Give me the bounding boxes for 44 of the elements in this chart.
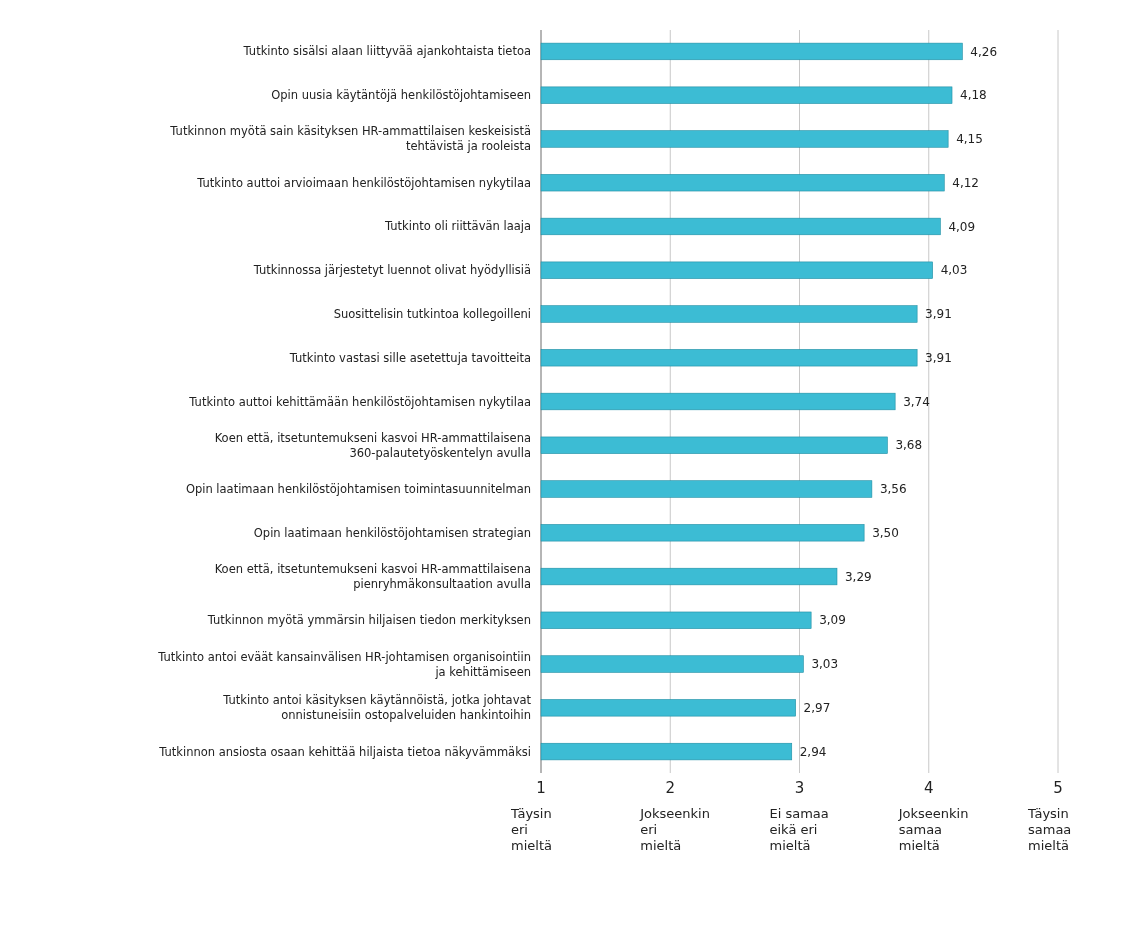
y-tick-label: Tutkinto auttoi arvioimaan henkilöstöjohtamisen nykytilaa — [196, 175, 531, 190]
y-tick-label: Tutkinto vastasi sille asetettuja tavoitteita — [288, 350, 531, 365]
y-tick-label: Koen että, itsetuntemukseni kasvoi HR-ammattilaisena pienryhmäkonsultaation avulla — [214, 562, 531, 592]
text: Täysin eri mieltä — [510, 806, 552, 853]
data-label: 4,09 — [948, 219, 976, 234]
y-tick-label: Tutkinto antoi käsityksen käytännöistä, jotka johtavat onnistuneisiin ostopalveluiden hankintoihin — [222, 693, 532, 723]
y-tick-label: Opin laatimaan henkilöstöjohtamisen toimintasuunnitelman — [185, 482, 531, 497]
data-label: 3,50 — [872, 525, 899, 540]
y-tick-label: Opin laatimaan henkilöstöjohtamisen strategian — [253, 525, 531, 540]
x-tick-label: 1 — [536, 779, 546, 797]
data-label: 3,68 — [895, 438, 923, 453]
data-label: 4,26 — [970, 44, 998, 59]
data-label: 3,03 — [811, 657, 839, 672]
text: Jokseenkin eri mieltä — [639, 806, 710, 853]
y-tick-label: Tutkinto antoi eväät kansainvälisen HR-johtamisen organisointiin ja kehittämiseen — [157, 649, 531, 679]
x-tick-label: 3 — [794, 779, 805, 797]
data-label: 3,09 — [819, 613, 846, 628]
x-tick-label: 5 — [1053, 779, 1063, 797]
data-label: 3,29 — [844, 569, 872, 584]
y-tick-label: Suosittelisin tutkintoa kollegoilleni — [333, 307, 531, 322]
y-tick-label: Tutkinto oli riittävän laaja — [383, 219, 531, 234]
y-tick-label: Tutkinnon myötä sain käsityksen HR-ammattilaisen keskeisistä tehtävistä ja rooleista — [169, 124, 531, 154]
text: Täysin samaa mieltä — [1027, 806, 1072, 853]
data-label: 2,94 — [799, 744, 827, 759]
data-label: 3,91 — [925, 307, 952, 322]
data-label: 2,97 — [803, 701, 831, 715]
data-label: 4,15 — [956, 132, 983, 147]
y-tick-label: Tutkinnon ansiosta osaan kehittää hiljaista tietoa näkyvämmäksi — [158, 744, 531, 759]
y-tick-label: Tutkinnossa järjestetyt luennot olivat hyödyllisiä — [252, 263, 531, 278]
y-tick-label: Koen että, itsetuntemukseni kasvoi HR-ammattilaisena 360-palautetyöskentelyn avulla — [214, 430, 531, 460]
x-tick-label: 4 — [923, 779, 934, 797]
data-label: 4,03 — [940, 263, 968, 278]
data-label: 3,56 — [879, 482, 907, 497]
data-label: 4,18 — [960, 88, 987, 103]
data-label: 3,91 — [925, 350, 952, 365]
x-tick-label: 2 — [665, 779, 676, 797]
text: Jokseenkin samaa mieltä — [897, 806, 969, 853]
data-label: 3,74 — [903, 394, 930, 409]
y-tick-label: Tutkinnon myötä ymmärsin hiljaisen tiedon merkityksen — [206, 613, 531, 628]
text: Ei samaa eikä eri mieltä — [769, 806, 829, 853]
y-tick-label: Tutkinto auttoi kehittämään henkilöstöjohtamisen nykytilaa — [188, 394, 531, 409]
y-tick-label: Tutkinto sisälsi alaan liittyvää ajankohtaista tietoa — [242, 44, 531, 59]
y-tick-label: Opin uusia käytäntöjä henkilöstöjohtamiseen — [271, 88, 531, 103]
data-label: 4,12 — [952, 175, 979, 190]
